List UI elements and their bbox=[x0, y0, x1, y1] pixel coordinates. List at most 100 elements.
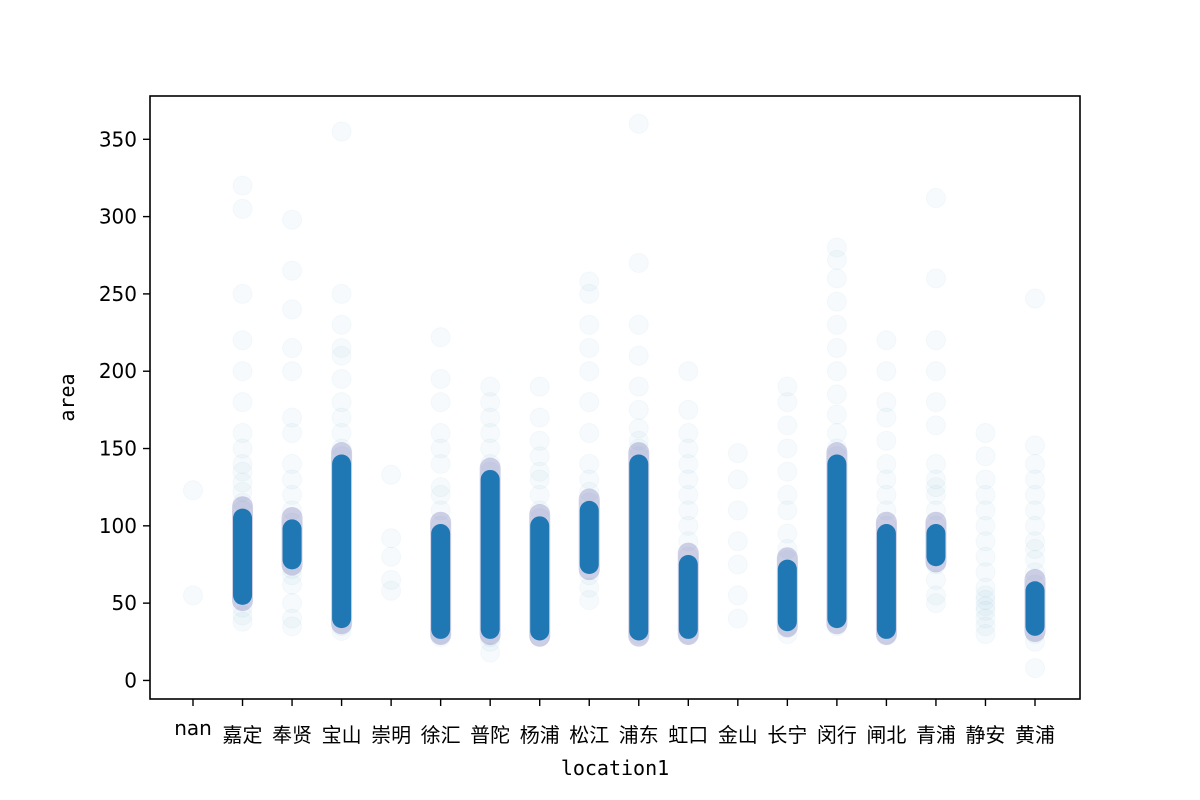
scatter-point bbox=[628, 113, 649, 134]
scatter-point bbox=[282, 469, 303, 490]
scatter-point bbox=[282, 209, 303, 230]
scatter-point bbox=[925, 469, 946, 490]
scatter-point bbox=[232, 461, 253, 482]
scatter-point bbox=[678, 438, 699, 459]
x-tick-label: 普陀 bbox=[470, 723, 510, 747]
scatter-point bbox=[925, 569, 946, 590]
scatter-point bbox=[579, 314, 600, 335]
scatter-point bbox=[826, 249, 847, 270]
scatter-point bbox=[876, 500, 897, 521]
scatter-point bbox=[925, 415, 946, 436]
scatter-point bbox=[430, 453, 451, 474]
scatter-point bbox=[678, 484, 699, 505]
scatter-point bbox=[777, 500, 798, 521]
scatter-point bbox=[876, 453, 897, 474]
scatter-point bbox=[925, 500, 946, 521]
scatter-point bbox=[331, 423, 352, 444]
scatter-point bbox=[975, 531, 996, 552]
scatter-point bbox=[232, 198, 253, 219]
scatter-point bbox=[183, 585, 203, 606]
scatter-point bbox=[678, 531, 699, 552]
scatter-point bbox=[975, 423, 996, 444]
scatter-point bbox=[925, 484, 946, 505]
scatter-point bbox=[1025, 539, 1045, 560]
scatter-point bbox=[925, 585, 946, 606]
scatter-point bbox=[232, 611, 253, 632]
scatter-point bbox=[232, 438, 253, 459]
y-tick-label: 350 bbox=[99, 127, 137, 151]
scatter-point bbox=[480, 423, 501, 444]
scatter-point bbox=[826, 291, 847, 312]
scatter-point bbox=[430, 368, 451, 389]
scatter-point bbox=[826, 423, 847, 444]
scatter-point bbox=[777, 376, 798, 397]
scatter-point bbox=[975, 590, 996, 611]
scatter-point bbox=[975, 608, 996, 629]
scatter-point bbox=[925, 453, 946, 474]
plot-frame bbox=[149, 95, 1081, 700]
scatter-point bbox=[232, 361, 253, 382]
x-tick-label: 嘉定 bbox=[223, 723, 263, 747]
scatter-point bbox=[727, 554, 748, 575]
scatter-point bbox=[579, 453, 600, 474]
x-tick-label: 奉贤 bbox=[272, 723, 312, 747]
x-tick-label: 黄浦 bbox=[1015, 723, 1055, 747]
scatter-point bbox=[529, 407, 550, 428]
scatter-point bbox=[678, 361, 699, 382]
scatter-point bbox=[282, 453, 303, 474]
scatter-point bbox=[925, 477, 946, 498]
scatter-point bbox=[628, 345, 649, 366]
scatter-point bbox=[925, 188, 946, 209]
scatter-point bbox=[777, 461, 798, 482]
scatter-point bbox=[579, 392, 600, 413]
scatter-point bbox=[1025, 500, 1045, 521]
scatter-point bbox=[678, 423, 699, 444]
scatter-point bbox=[579, 338, 600, 359]
scatter-point bbox=[282, 593, 303, 614]
scatter-point bbox=[480, 642, 501, 663]
scatter-point bbox=[727, 500, 748, 521]
scatter-point bbox=[331, 407, 352, 428]
scatter-point bbox=[1025, 469, 1045, 490]
y-tick-label: 200 bbox=[99, 359, 137, 383]
scatter-point bbox=[1025, 549, 1045, 570]
scatter-point bbox=[1025, 453, 1045, 474]
scatter-point bbox=[282, 608, 303, 629]
scatter-point bbox=[777, 392, 798, 413]
scatter-point bbox=[430, 500, 451, 521]
scatter-point bbox=[232, 283, 253, 304]
scatter-dense-band bbox=[678, 554, 698, 639]
scatter-point bbox=[529, 461, 550, 482]
scatter-point bbox=[232, 453, 253, 474]
scatter-dense-band bbox=[827, 454, 847, 629]
scatter-point bbox=[331, 314, 352, 335]
scatter-point bbox=[727, 608, 748, 629]
x-tick-label: 杨浦 bbox=[520, 723, 560, 747]
scatter-point bbox=[777, 415, 798, 436]
scatter-point bbox=[975, 577, 996, 598]
x-tick-label: 长宁 bbox=[767, 723, 807, 747]
y-tick-label: 0 bbox=[124, 668, 137, 692]
scatter-point bbox=[925, 330, 946, 351]
scatter-point bbox=[331, 345, 352, 366]
scatter-point bbox=[430, 327, 451, 348]
scatter-point bbox=[777, 438, 798, 459]
scatter-point bbox=[331, 283, 352, 304]
scatter-point bbox=[579, 423, 600, 444]
scatter-point bbox=[628, 418, 649, 439]
scatter-point bbox=[282, 338, 303, 359]
x-tick-label: 静安 bbox=[965, 723, 1005, 747]
scatter-point bbox=[975, 500, 996, 521]
scatter-dense-band bbox=[431, 524, 451, 639]
scatter-point bbox=[480, 438, 501, 459]
x-axis-label: location1 bbox=[561, 756, 669, 780]
scatter-point bbox=[975, 616, 996, 637]
scatter-point bbox=[925, 392, 946, 413]
scatter-point bbox=[628, 314, 649, 335]
scatter-point bbox=[529, 446, 550, 467]
x-tick-label: 虹口 bbox=[668, 723, 708, 747]
scatter-point bbox=[331, 368, 352, 389]
scatter-point bbox=[480, 392, 501, 413]
scatter-point bbox=[381, 464, 402, 485]
